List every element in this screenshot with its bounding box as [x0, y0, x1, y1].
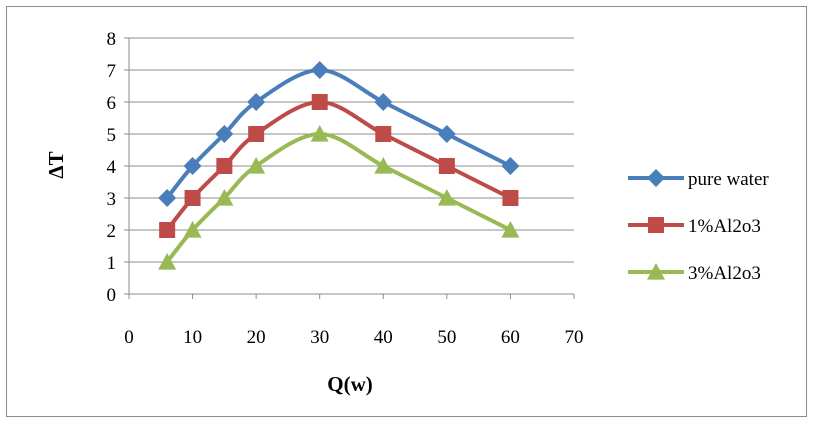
point-1-al2o3-6 — [438, 158, 455, 174]
x-tick-label-60: 60 — [501, 327, 520, 348]
point-1-al2o3-3 — [248, 126, 265, 142]
y-tick-label-7: 7 — [107, 61, 117, 82]
point-pure-water-2 — [215, 125, 234, 143]
y-tick-label-8: 8 — [107, 29, 117, 50]
series — [158, 61, 520, 270]
legend-label-3-al2o3: 3%Al2o3 — [688, 263, 761, 284]
y-tick-label-0: 0 — [107, 285, 117, 306]
x-tick-label-0: 0 — [124, 327, 134, 348]
x-tick-label-40: 40 — [374, 327, 393, 348]
y-tick-label-2: 2 — [107, 221, 117, 242]
gridlines — [129, 37, 574, 263]
point-3-al2o3-7 — [501, 221, 520, 238]
x-tick-label-20: 20 — [247, 327, 266, 348]
x-tick-label-30: 30 — [310, 327, 329, 348]
y-axis-title: ΔT — [44, 151, 68, 178]
point-pure-water-7 — [501, 157, 520, 175]
legend-marker-pure-water — [647, 169, 665, 187]
legend-marker-3-al2o3 — [647, 263, 665, 280]
point-pure-water-4 — [310, 61, 329, 79]
point-3-al2o3-0 — [158, 253, 177, 270]
chart-frame — [6, 6, 807, 417]
y-tick-label-6: 6 — [107, 93, 117, 114]
legend-label-1-al2o3: 1%Al2o3 — [688, 216, 761, 237]
point-3-al2o3-4 — [310, 125, 329, 142]
point-pure-water-3 — [247, 93, 266, 111]
point-1-al2o3-7 — [502, 190, 519, 206]
y-tick-labels: 0 1 2 3 4 5 6 7 8 — [107, 29, 117, 306]
point-3-al2o3-3 — [247, 157, 266, 174]
y-tick-label-4: 4 — [107, 157, 117, 178]
point-1-al2o3-5 — [375, 126, 392, 142]
legend-label-pure-water: pure water — [688, 169, 769, 190]
point-pure-water-6 — [437, 125, 456, 143]
point-1-al2o3-4 — [311, 94, 328, 110]
legend: pure water 1%Al2o3 3%Al2o3 — [628, 169, 769, 284]
point-pure-water-0 — [158, 189, 177, 207]
point-pure-water-1 — [183, 157, 202, 175]
point-1-al2o3-0 — [159, 222, 176, 238]
x-tick-label-70: 70 — [565, 327, 584, 348]
point-1-al2o3-1 — [184, 190, 201, 206]
point-1-al2o3-2 — [216, 158, 233, 174]
y-tick-label-5: 5 — [107, 125, 117, 146]
legend-marker-1-al2o3 — [648, 217, 664, 233]
point-3-al2o3-5 — [374, 157, 393, 174]
point-3-al2o3-2 — [215, 189, 234, 206]
x-tick-label-10: 10 — [183, 327, 202, 348]
point-3-al2o3-6 — [437, 189, 456, 206]
x-tick-labels: 0 10 20 30 40 50 60 70 — [124, 327, 583, 348]
point-3-al2o3-1 — [183, 221, 202, 238]
x-tick-label-50: 50 — [437, 327, 456, 348]
axes — [124, 37, 575, 299]
y-tick-label-3: 3 — [107, 189, 117, 210]
y-tick-label-1: 1 — [107, 253, 117, 274]
x-axis-title: Q(w) — [327, 372, 373, 396]
point-pure-water-5 — [374, 93, 393, 111]
